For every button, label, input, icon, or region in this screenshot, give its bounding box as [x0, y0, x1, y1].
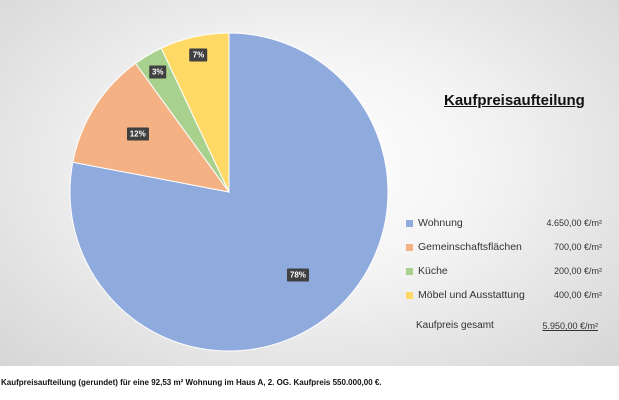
pie-slice-gemeinschaftsflachen: [72, 62, 231, 193]
chart-area: 78% 12% 3% 7% Kaufpreisaufteilung Wohnung 4…: [0, 0, 619, 366]
legend-label: Wohnung: [418, 217, 463, 229]
legend-item-moebel: Möbel und Ausstattung 400,00 €/m²: [406, 288, 602, 304]
legend-item-gemeinschaftsflaechen: Gemeinschaftsflächen 700,00 €/m²: [406, 240, 602, 256]
data-label-kuche: 3%: [148, 65, 167, 79]
data-label-wohnung: 78%: [286, 268, 309, 282]
data-label-gemeinschaftsflachen: 12%: [126, 127, 149, 141]
legend-swatch: [406, 268, 413, 275]
legend-swatch: [406, 292, 413, 299]
legend-item-wohnung: Wohnung 4.650,00 €/m²: [406, 216, 602, 232]
legend-swatch: [406, 244, 413, 251]
legend-label: Möbel und Ausstattung: [418, 289, 525, 301]
legend-value: 700,00 €/m²: [553, 242, 602, 252]
legend-label: Gemeinschaftsflächen: [418, 241, 522, 253]
chart-title: Kaufpreisaufteilung: [444, 92, 585, 109]
pie-chart: [69, 32, 389, 352]
total-label: Kaufpreis gesamt: [416, 320, 494, 331]
pie-slice-mobel-und-ausstattung: [160, 32, 230, 193]
legend-value: 200,00 €/m²: [553, 266, 602, 276]
legend-value: 400,00 €/m²: [553, 290, 602, 300]
figure-caption: Kaufpreisaufteilung (gerundet) für eine …: [1, 378, 382, 387]
legend-value: 4.650,00 €/m²: [546, 218, 602, 228]
legend-item-kueche: Küche 200,00 €/m²: [406, 264, 602, 280]
total-value: 5.950,00 €/m²: [542, 321, 598, 331]
legend-label: Küche: [418, 265, 448, 277]
legend-swatch: [406, 220, 413, 227]
data-label-mobel-und-ausstattung: 7%: [189, 48, 208, 62]
